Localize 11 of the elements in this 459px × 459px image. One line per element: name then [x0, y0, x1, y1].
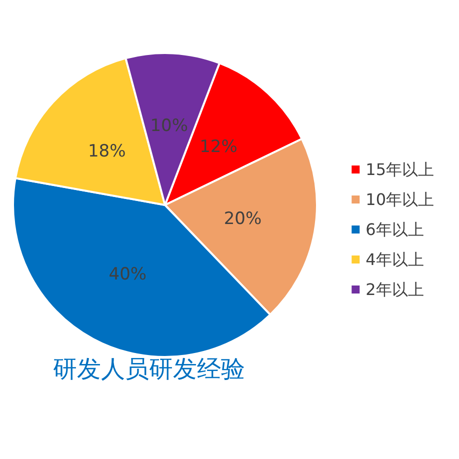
legend-label: 6年以上: [366, 220, 424, 239]
legend-label: 15年以上: [366, 160, 434, 179]
data-label: 18%: [88, 142, 126, 162]
data-label: 20%: [224, 208, 262, 229]
data-label: 12%: [200, 136, 238, 157]
data-label: 40%: [108, 264, 147, 285]
data-label: 10%: [150, 116, 188, 136]
legend-label: 10年以上: [366, 190, 434, 209]
legend-label: 4年以上: [366, 250, 424, 269]
text: 研发人员研发经验: [53, 355, 245, 383]
legend-label: 2年以上: [366, 280, 424, 299]
